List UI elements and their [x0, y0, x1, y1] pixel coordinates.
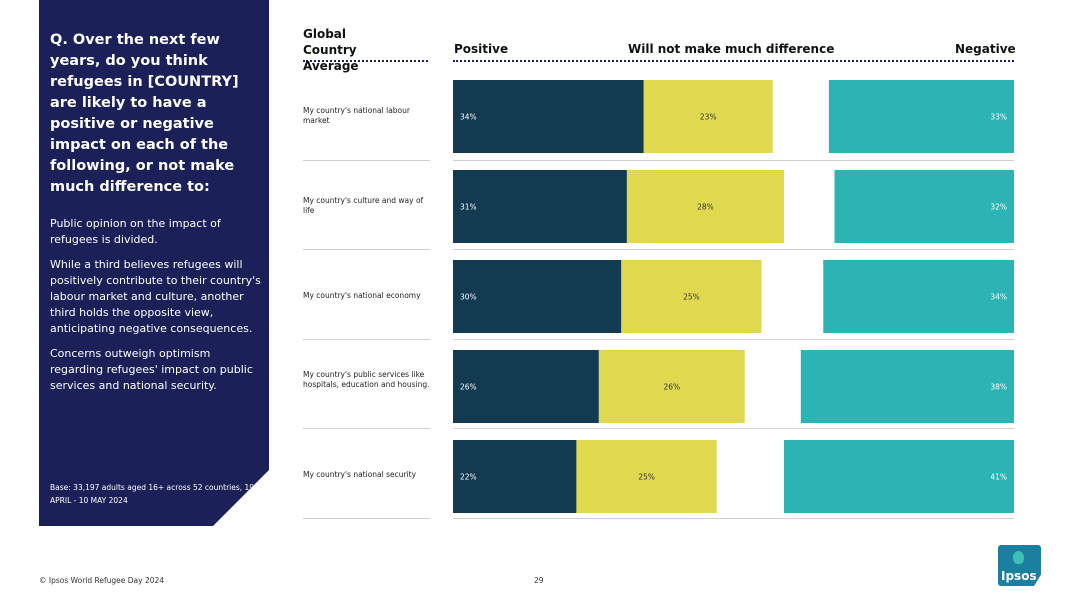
logo-mark-icon	[1013, 551, 1024, 564]
row-label-economy: My country's national economy	[303, 291, 421, 300]
negative-bar-economy	[823, 260, 1014, 333]
ipsos-logo: Ipsos	[998, 545, 1041, 586]
neutral-bar-economy	[621, 260, 762, 333]
negative-bar-security	[783, 440, 1014, 513]
negative-header: Negative	[955, 42, 1016, 56]
neutral-bar-security	[576, 440, 717, 513]
summary-paragraph: Public opinion on the impact of refugees…	[50, 217, 221, 246]
label-column-header: Global Country Average	[303, 27, 359, 73]
neutral-value-security: 25%	[638, 473, 655, 482]
row-separator	[453, 518, 1014, 519]
neutral-value-culture: 28%	[697, 203, 714, 212]
negative-bar-public-services	[800, 350, 1014, 423]
row-separator	[453, 428, 1014, 429]
question-text: Q. Over the next few years, do you think…	[50, 32, 239, 195]
row-label-culture: My country's culture and way of life	[303, 196, 424, 215]
row-separator	[303, 518, 430, 519]
neutral-value-labour-market: 23%	[700, 113, 717, 122]
logo-text: Ipsos	[1001, 569, 1037, 583]
positive-bar-public-services	[453, 350, 599, 423]
negative-value-economy: 34%	[990, 293, 1007, 302]
negative-value-labour-market: 33%	[990, 113, 1007, 122]
row-label-labour-market: My country's national labour market	[303, 106, 410, 125]
sidebar-panel: Q. Over the next few years, do you think…	[39, 0, 269, 526]
summary-paragraph: Concerns outweigh optimism regarding ref…	[50, 347, 253, 392]
negative-value-culture: 32%	[990, 203, 1007, 212]
negative-bar-culture	[834, 170, 1014, 243]
row-separator	[303, 160, 430, 161]
positive-bar-labour-market	[453, 80, 644, 153]
positive-header: Positive	[454, 42, 509, 56]
negative-bar-labour-market	[828, 80, 1014, 153]
row-label-security: My country's national security	[303, 470, 417, 479]
row-separator	[453, 339, 1014, 340]
row-separator	[303, 249, 430, 250]
row-separator	[303, 339, 430, 340]
neutral-value-economy: 25%	[683, 293, 700, 302]
base-note: Base: 33,197 adults aged 16+ across 52 c…	[50, 483, 255, 505]
neutral-value-public-services: 26%	[663, 383, 680, 392]
positive-value-culture: 31%	[460, 203, 477, 212]
negative-value-security: 41%	[990, 473, 1007, 482]
summary-paragraph: While a third believes refugees will pos…	[50, 258, 261, 335]
positive-value-security: 22%	[460, 473, 477, 482]
header-divider	[303, 60, 428, 62]
neutral-bar-culture	[626, 170, 784, 243]
page-number: 29	[534, 576, 544, 585]
row-separator	[453, 249, 1014, 250]
positive-value-economy: 30%	[460, 293, 477, 302]
positive-value-public-services: 26%	[460, 383, 477, 392]
neutral-bar-public-services	[598, 350, 745, 423]
header-divider	[453, 60, 1014, 62]
positive-bar-culture	[453, 170, 627, 243]
neutral-header: Will not make much difference	[628, 42, 835, 56]
summary-text: Public opinion on the impact of refugees…	[50, 216, 265, 403]
positive-value-labour-market: 34%	[460, 113, 477, 122]
row-separator	[453, 160, 1014, 161]
neutral-bar-labour-market	[643, 80, 773, 153]
negative-value-public-services: 38%	[990, 383, 1007, 392]
positive-bar-security	[453, 440, 577, 513]
positive-bar-economy	[453, 260, 622, 333]
row-label-public-services: My country's public services like hospit…	[303, 370, 430, 389]
footer-copyright: © Ipsos World Refugee Day 2024	[39, 576, 165, 585]
row-separator	[303, 428, 430, 429]
